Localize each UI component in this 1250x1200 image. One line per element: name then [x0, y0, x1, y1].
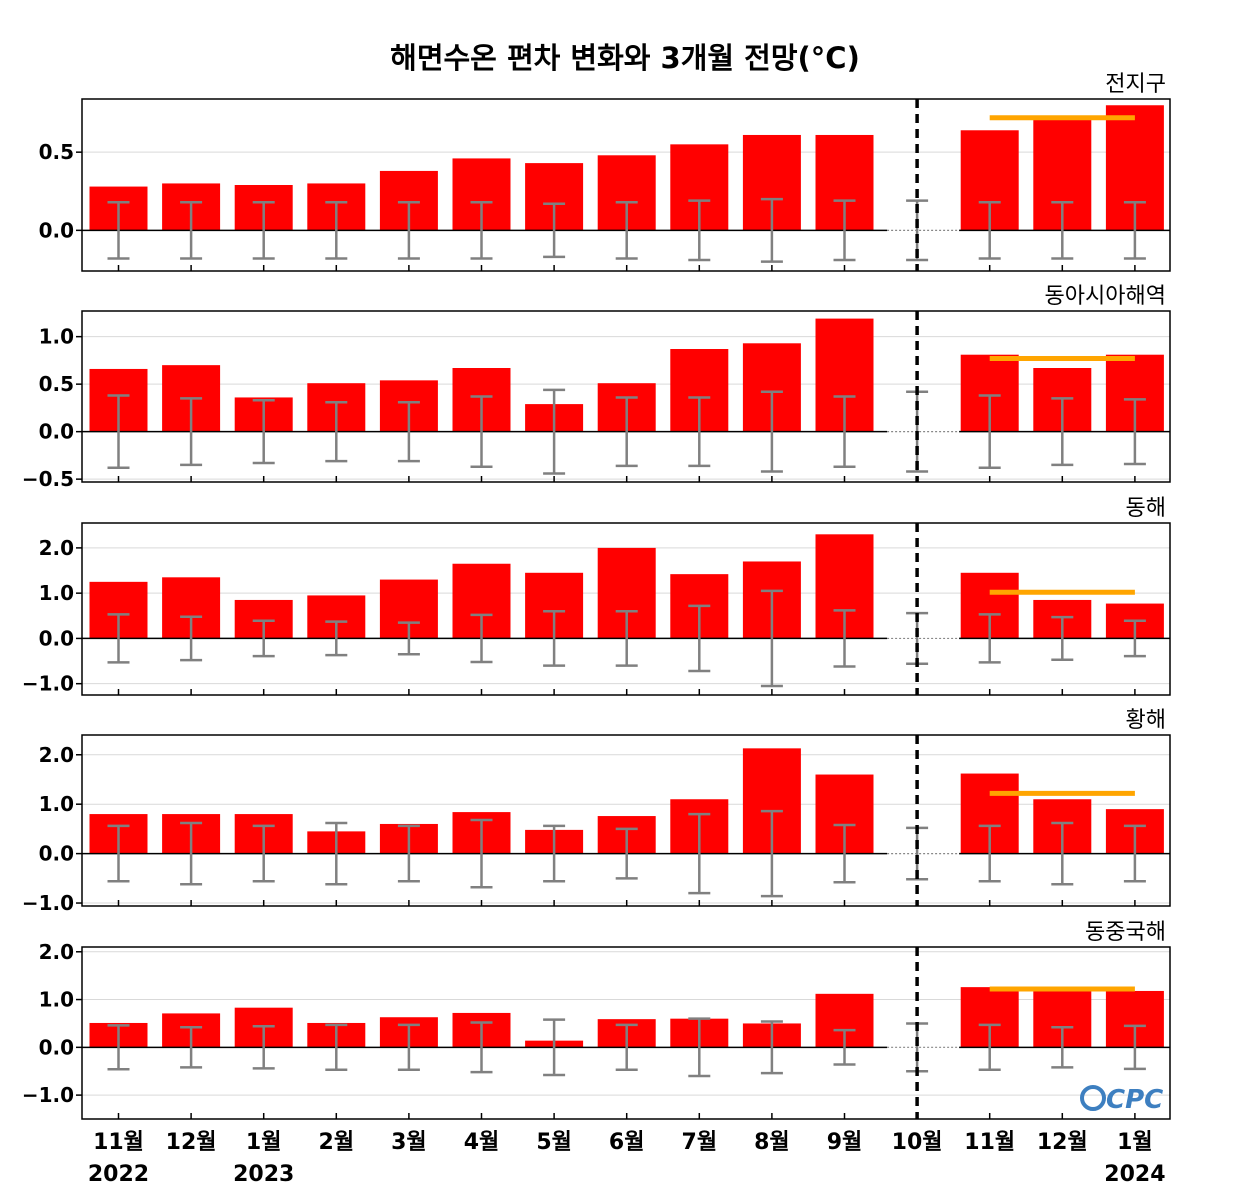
- logo-text: CPC: [1106, 1085, 1163, 1115]
- y-tick-label: −1.0: [22, 1083, 74, 1107]
- y-tick-label: −1.0: [22, 891, 74, 915]
- y-tick-label: 1.0: [39, 581, 74, 605]
- y-tick-label: 0.0: [39, 218, 74, 242]
- y-tick-label: 0.5: [39, 372, 74, 396]
- y-tick-label: 0.0: [39, 842, 74, 866]
- panel-5: −1.0 0.0 1.0 2.0 동중국해: [22, 920, 1171, 1120]
- x-tick-label: 1월: [1117, 1130, 1153, 1155]
- panel-1: 0.0 0.5 전지구: [39, 72, 1171, 272]
- x-tick-label: 8월: [754, 1130, 790, 1155]
- x-tick-label: 9월: [827, 1130, 863, 1155]
- x-tick-label: 1월: [246, 1130, 282, 1155]
- x-tick-label: 11월: [964, 1130, 1015, 1155]
- year-label: 2023: [233, 1162, 294, 1187]
- chart-panels: 0.0 0.5 전지구 −0.5 0.0 0.5 1.0 동아시아해역 −1.0 0.0 1.0 2.…: [22, 72, 1171, 1120]
- panel-title: 동중국해: [1085, 920, 1166, 945]
- y-tick-label: 0.0: [39, 420, 74, 444]
- panel-title: 황해: [1126, 708, 1166, 733]
- year-label: 2024: [1104, 1162, 1165, 1187]
- cpc-logo: CPC: [1080, 1085, 1163, 1115]
- x-tick-label: 7월: [682, 1130, 718, 1155]
- panel-title: 전지구: [1105, 72, 1166, 97]
- x-tick-label: 4월: [464, 1130, 500, 1155]
- panel-title: 동아시아해역: [1045, 284, 1166, 309]
- y-tick-label: 1.0: [39, 325, 74, 349]
- x-tick-label: 12월: [1037, 1130, 1088, 1155]
- panel-2: −0.5 0.0 0.5 1.0 동아시아해역: [22, 284, 1171, 491]
- x-tick-label: 10월: [892, 1130, 943, 1155]
- panel-3: −1.0 0.0 1.0 2.0 동해: [22, 496, 1171, 696]
- x-tick-label: 11월: [93, 1130, 144, 1155]
- y-tick-label: 2.0: [39, 743, 74, 767]
- y-tick-label: 0.0: [39, 626, 74, 650]
- panel-4: −1.0 0.0 1.0 2.0 황해: [22, 708, 1171, 915]
- y-tick-label: 2.0: [39, 940, 74, 964]
- panel-title: 동해: [1126, 496, 1166, 521]
- logo-globe-icon: [1080, 1085, 1106, 1111]
- x-tick-label: 3월: [391, 1130, 427, 1155]
- chart-title: 해면수온 편차 변화와 3개월 전망(°C): [390, 41, 860, 75]
- x-axis: 11월 12월 1월 2월 3월 4월 5월 6월 7월 8월 9월 10월 11월 12월 1월 2022 2…: [88, 1130, 1166, 1187]
- x-tick-label: 5월: [536, 1130, 572, 1155]
- y-tick-label: 0.5: [39, 140, 74, 164]
- year-label: 2022: [88, 1162, 149, 1187]
- y-tick-label: −0.5: [22, 467, 74, 491]
- y-tick-label: 1.0: [39, 988, 74, 1012]
- y-tick-label: 2.0: [39, 536, 74, 560]
- y-tick-label: −1.0: [22, 672, 74, 696]
- x-tick-label: 12월: [166, 1130, 217, 1155]
- y-tick-label: 1.0: [39, 792, 74, 816]
- x-tick-label: 2월: [319, 1130, 355, 1155]
- y-tick-label: 0.0: [39, 1035, 74, 1059]
- x-tick-label: 6월: [609, 1130, 645, 1155]
